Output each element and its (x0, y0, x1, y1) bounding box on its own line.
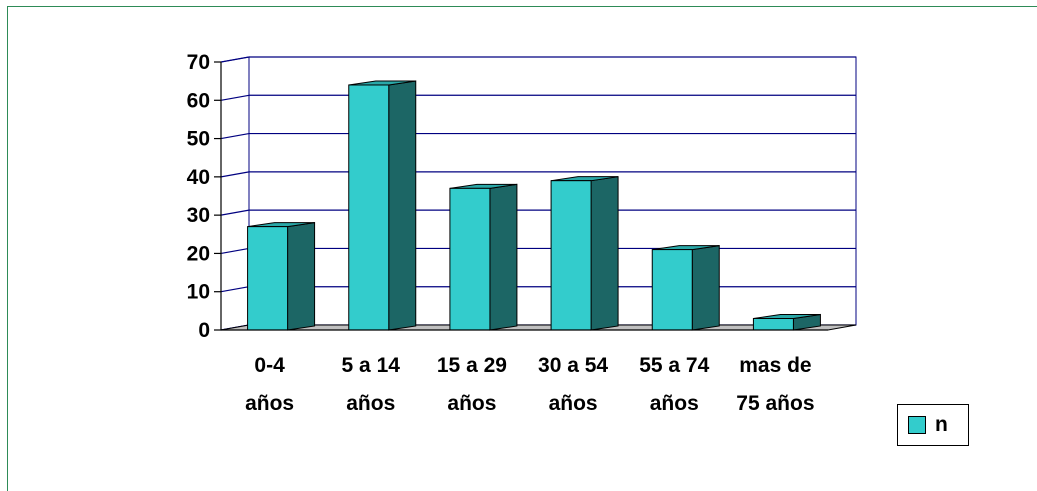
x-tick-label: 55 a 74 años (639, 354, 709, 415)
bar-group (752, 313, 821, 331)
x-tick-label: 15 a 29 años (437, 354, 507, 415)
x-tick-label-line: 5 a 14 (342, 354, 401, 377)
bar-side (287, 222, 316, 331)
x-tick-label-line: 75 años (736, 392, 814, 415)
bar-group (449, 183, 518, 331)
x-tick-label-line: mas de (739, 354, 811, 377)
bar-side (590, 176, 619, 331)
x-tick-label: 30 a 54 años (538, 354, 608, 415)
x-tick-label-line: 55 a 74 (639, 354, 709, 377)
y-tick-label: 70 (187, 51, 210, 74)
x-tick-label-line: 0-4 (254, 354, 285, 377)
y-tick-label: 10 (187, 281, 210, 304)
x-tick-label-line: años (549, 392, 598, 415)
x-tick-label-line: años (650, 392, 699, 415)
y-tick-label: 50 (187, 128, 210, 151)
x-tick-label-line: años (447, 392, 496, 415)
x-tick-label: mas de 75 años (736, 354, 814, 415)
x-tick-label-line: 15 a 29 (437, 354, 507, 377)
bar-group (550, 176, 619, 331)
legend: n (897, 404, 969, 446)
bar-side (691, 245, 720, 331)
bar (247, 226, 289, 331)
y-tick-label: 20 (187, 242, 210, 265)
gridline-side (220, 132, 250, 140)
gridline-side (220, 171, 250, 178)
bar (348, 84, 390, 331)
bar (449, 187, 491, 331)
y-tick-label: 30 (187, 204, 210, 227)
gridline-side (220, 286, 250, 293)
y-tick-label: 40 (187, 166, 210, 189)
bar-group (247, 222, 316, 331)
bar-group (348, 80, 417, 331)
gridlines (220, 56, 856, 331)
chart-walls (220, 56, 857, 331)
chart-frame (7, 6, 1037, 491)
bar (550, 180, 592, 331)
bars (247, 80, 821, 331)
legend-label: n (935, 413, 948, 436)
x-tick-label-line: 30 a 54 (538, 354, 608, 377)
x-tick-label-line: años (346, 392, 395, 415)
bar-side (388, 80, 417, 331)
gridline-side (220, 247, 250, 255)
legend-swatch (908, 416, 926, 434)
y-tick-label: 60 (187, 89, 210, 112)
y-tick-label: 0 (198, 319, 210, 342)
gridline-side (220, 56, 250, 63)
bar-group (651, 245, 720, 331)
bar (752, 318, 794, 331)
gridline-side (220, 209, 250, 216)
x-tick-label-line: años (245, 392, 294, 415)
y-axis: 0 10 20 30 40 50 60 70 (187, 51, 222, 342)
gridline-side (220, 94, 250, 101)
bar (651, 249, 693, 331)
bar-side (489, 183, 518, 331)
x-tick-label: 5 a 14 años (342, 354, 401, 415)
x-tick-label: 0-4 años (245, 354, 294, 415)
